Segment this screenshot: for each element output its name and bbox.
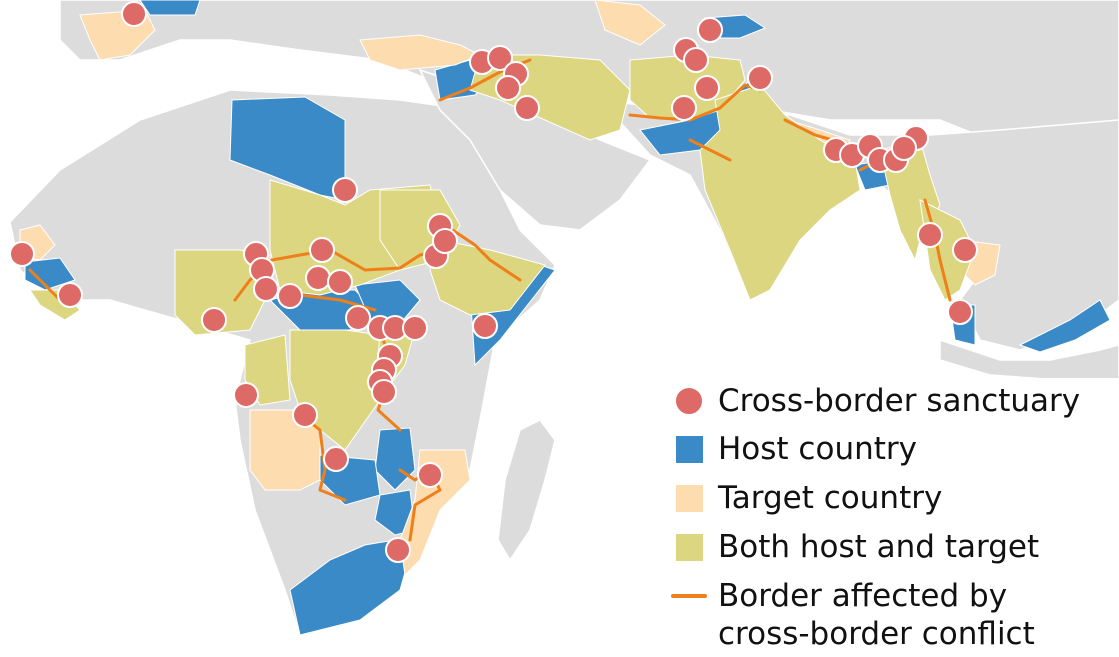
sanctuary-marker <box>253 276 279 302</box>
legend-label-border-line1: Border affected by <box>718 578 1008 614</box>
affected-border-line <box>628 83 762 122</box>
sanctuary-marker <box>323 446 349 472</box>
sanctuary-marker <box>472 313 498 339</box>
legend-item-border: Border affected by cross-border conflict <box>660 577 1035 653</box>
sanctuary-marker <box>947 299 973 325</box>
sanctuary-marker <box>917 222 943 248</box>
indonesia-landmass <box>939 338 1119 381</box>
sanctuary-marker <box>201 307 227 333</box>
sanctuary-marker <box>371 379 397 405</box>
legend-label-sanctuary: Cross-border sanctuary <box>718 383 1081 419</box>
host-swatch <box>675 435 703 463</box>
border-line-swatch <box>671 594 707 598</box>
target-country-region <box>594 0 666 46</box>
target-country-region <box>359 34 482 71</box>
sanctuary-marker <box>233 382 259 408</box>
legend-label-host: Host country <box>718 431 917 467</box>
legend-item-host: Host country <box>660 430 917 468</box>
sanctuary-marker <box>495 75 521 101</box>
sanctuary-marker <box>402 315 428 341</box>
affected-border-line <box>688 138 732 162</box>
host-country-region <box>229 96 346 201</box>
sanctuary-marker <box>327 269 353 295</box>
sanctuary-marker <box>952 237 978 263</box>
legend-item-target: Target country <box>660 479 942 517</box>
sanctuary-marker <box>683 47 709 73</box>
sanctuary-marker <box>121 1 147 27</box>
sanctuary-marker <box>697 17 723 43</box>
sanctuary-marker <box>694 75 720 101</box>
map-legend: Cross-border sanctuary Host country Targ… <box>660 378 1119 657</box>
affected-border-line <box>443 223 522 282</box>
sanctuary-marker <box>432 228 458 254</box>
both-swatch <box>675 533 703 561</box>
host-countries <box>24 0 1111 636</box>
legend-item-sanctuary: Cross-border sanctuary <box>660 382 1080 420</box>
sanctuary-marker <box>487 45 513 71</box>
sanctuary-markers <box>9 1 978 563</box>
sanctuary-marker <box>332 177 358 203</box>
sanctuary-marker <box>514 95 540 121</box>
sanctuary-marker <box>891 135 917 161</box>
both-country-region <box>699 84 861 301</box>
sanctuary-marker <box>385 537 411 563</box>
legend-label-border-line2: cross-border conflict <box>718 616 1035 652</box>
host-country-region <box>1018 299 1111 353</box>
both-country-region <box>429 239 546 316</box>
sanctuary-marker <box>292 402 318 428</box>
host-country-region <box>24 257 76 291</box>
sanctuary-marker <box>9 241 35 267</box>
host-country-region <box>139 0 201 16</box>
sanctuary-marker <box>57 282 83 308</box>
sanctuary-marker <box>309 237 335 263</box>
sanctuary-marker <box>671 95 697 121</box>
sanctuary-marker <box>305 265 331 291</box>
sanctuary-marker <box>417 462 443 488</box>
madagascar-landmass <box>497 419 556 562</box>
sanctuary-marker <box>747 65 773 91</box>
affected-border-line <box>923 198 952 302</box>
target-swatch <box>675 484 703 512</box>
affected-border-line <box>28 268 62 302</box>
target-country-region <box>399 449 471 577</box>
sanctuary-marker-icon <box>674 386 704 416</box>
legend-label-both: Both host and target <box>718 529 1040 565</box>
legend-label-target: Target country <box>718 480 943 516</box>
sanctuary-marker <box>277 283 303 309</box>
legend-item-both: Both host and target <box>660 528 1039 566</box>
sanctuary-marker <box>345 305 371 331</box>
